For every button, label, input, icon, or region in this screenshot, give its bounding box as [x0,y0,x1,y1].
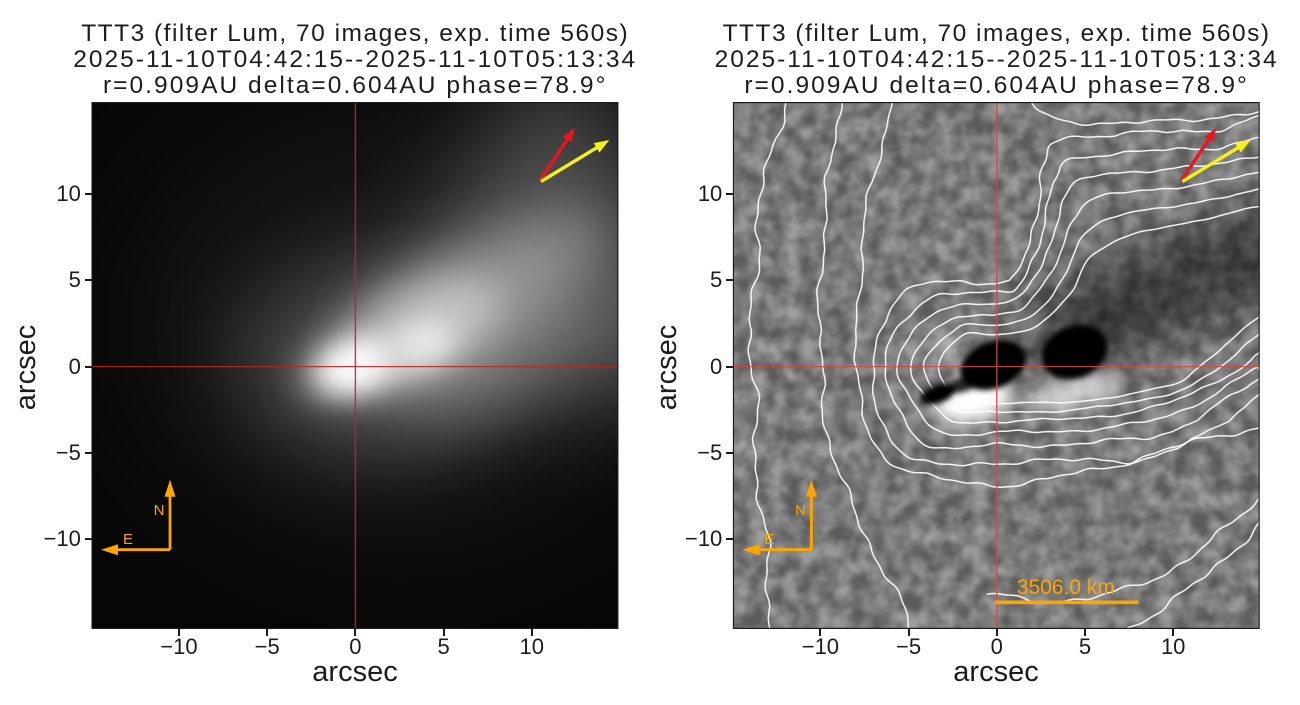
svg-text:E: E [123,531,133,548]
svg-text:3506.0 km: 3506.0 km [1017,576,1115,599]
svg-text:E: E [764,531,774,548]
svg-text:N: N [154,502,165,519]
svg-text:N: N [795,502,806,519]
